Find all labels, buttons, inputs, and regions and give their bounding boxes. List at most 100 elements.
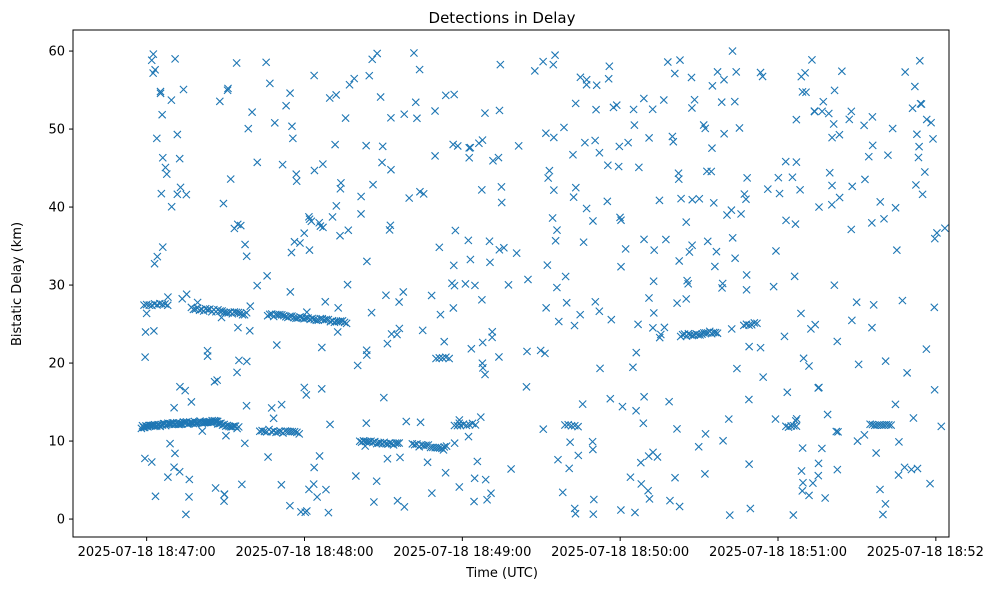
detection-point bbox=[411, 98, 420, 107]
detection-point bbox=[589, 495, 598, 504]
detection-point bbox=[277, 480, 286, 489]
detection-point bbox=[362, 257, 371, 266]
detection-point bbox=[395, 439, 404, 448]
detection-point bbox=[570, 504, 579, 513]
detection-point bbox=[713, 67, 722, 76]
detection-point bbox=[277, 400, 286, 409]
detection-point bbox=[700, 469, 709, 478]
detection-point bbox=[783, 388, 792, 397]
detection-point bbox=[185, 475, 194, 484]
detection-point bbox=[153, 252, 162, 261]
detection-point bbox=[903, 368, 912, 377]
detection-point bbox=[710, 262, 719, 271]
detection-point bbox=[782, 216, 791, 225]
detection-point bbox=[817, 444, 826, 453]
detection-point bbox=[324, 508, 333, 517]
detection-point bbox=[781, 157, 790, 166]
detection-point bbox=[542, 303, 551, 312]
detection-point bbox=[605, 62, 614, 71]
detection-point bbox=[559, 123, 568, 132]
detection-point bbox=[571, 99, 580, 108]
detection-point bbox=[265, 79, 274, 88]
detection-point bbox=[878, 510, 887, 519]
detection-point bbox=[310, 166, 319, 175]
detection-point bbox=[661, 235, 670, 244]
detection-point bbox=[805, 362, 813, 370]
detection-point bbox=[304, 485, 313, 494]
detection-point bbox=[828, 181, 837, 190]
detection-point bbox=[331, 140, 340, 149]
detection-point bbox=[922, 115, 931, 124]
detection-point bbox=[579, 238, 588, 247]
x-tick-label: 2025-07-18 18:48:00 bbox=[235, 545, 373, 560]
detection-point bbox=[832, 427, 841, 436]
detection-point bbox=[695, 194, 704, 203]
detection-point bbox=[615, 142, 624, 151]
detection-point bbox=[286, 89, 295, 98]
detection-point bbox=[369, 180, 378, 189]
detection-point bbox=[798, 478, 807, 487]
detection-point bbox=[161, 163, 170, 172]
detection-point bbox=[362, 141, 371, 150]
detection-point bbox=[554, 317, 563, 326]
detection-point bbox=[156, 89, 165, 98]
detection-point bbox=[688, 241, 697, 250]
detection-point bbox=[690, 95, 699, 104]
detection-point bbox=[791, 416, 800, 425]
detection-point bbox=[650, 246, 659, 255]
detection-point bbox=[574, 422, 583, 431]
detection-point bbox=[636, 458, 645, 467]
detection-point bbox=[233, 368, 242, 377]
detection-point bbox=[391, 439, 400, 448]
detection-point bbox=[453, 141, 462, 150]
detection-point bbox=[178, 294, 187, 303]
detection-point bbox=[824, 109, 833, 118]
detection-point bbox=[790, 272, 799, 281]
detection-point bbox=[264, 453, 273, 462]
detection-point bbox=[932, 228, 941, 237]
detection-point bbox=[163, 301, 172, 310]
detection-point bbox=[345, 80, 354, 89]
detection-point bbox=[552, 283, 561, 292]
detection-point bbox=[561, 272, 570, 281]
detection-point bbox=[888, 124, 897, 133]
detection-point bbox=[488, 156, 497, 165]
detection-point bbox=[302, 506, 311, 515]
detection-point bbox=[915, 142, 924, 151]
detection-point bbox=[713, 329, 722, 338]
detection-point bbox=[707, 144, 716, 153]
detection-point bbox=[860, 175, 869, 184]
detection-point bbox=[357, 192, 366, 201]
detection-point bbox=[373, 49, 382, 58]
detection-point bbox=[634, 320, 643, 329]
detection-point bbox=[248, 108, 257, 117]
detection-point bbox=[750, 318, 759, 327]
detection-point bbox=[415, 65, 424, 74]
detection-point bbox=[203, 305, 212, 314]
y-tick-label: 10 bbox=[48, 435, 65, 450]
detection-point bbox=[455, 415, 464, 424]
detection-point bbox=[386, 165, 395, 174]
detection-point bbox=[825, 168, 834, 177]
detection-point bbox=[732, 67, 741, 76]
detection-point bbox=[835, 193, 844, 202]
detection-point bbox=[639, 419, 648, 428]
detection-point bbox=[544, 174, 553, 182]
detection-point bbox=[807, 55, 816, 64]
detection-point bbox=[383, 454, 392, 463]
detection-point bbox=[471, 420, 480, 429]
detection-point bbox=[675, 256, 684, 265]
detection-point bbox=[665, 496, 674, 505]
detection-point bbox=[876, 197, 885, 206]
detection-point bbox=[808, 479, 817, 488]
detection-point bbox=[318, 160, 327, 169]
detection-point bbox=[898, 296, 907, 305]
detection-point bbox=[541, 129, 550, 138]
detection-point bbox=[703, 237, 712, 246]
detection-point bbox=[595, 307, 604, 316]
detection-point bbox=[866, 420, 875, 429]
detection-point bbox=[423, 458, 432, 467]
detection-point bbox=[796, 309, 805, 318]
detection-point bbox=[745, 460, 754, 469]
